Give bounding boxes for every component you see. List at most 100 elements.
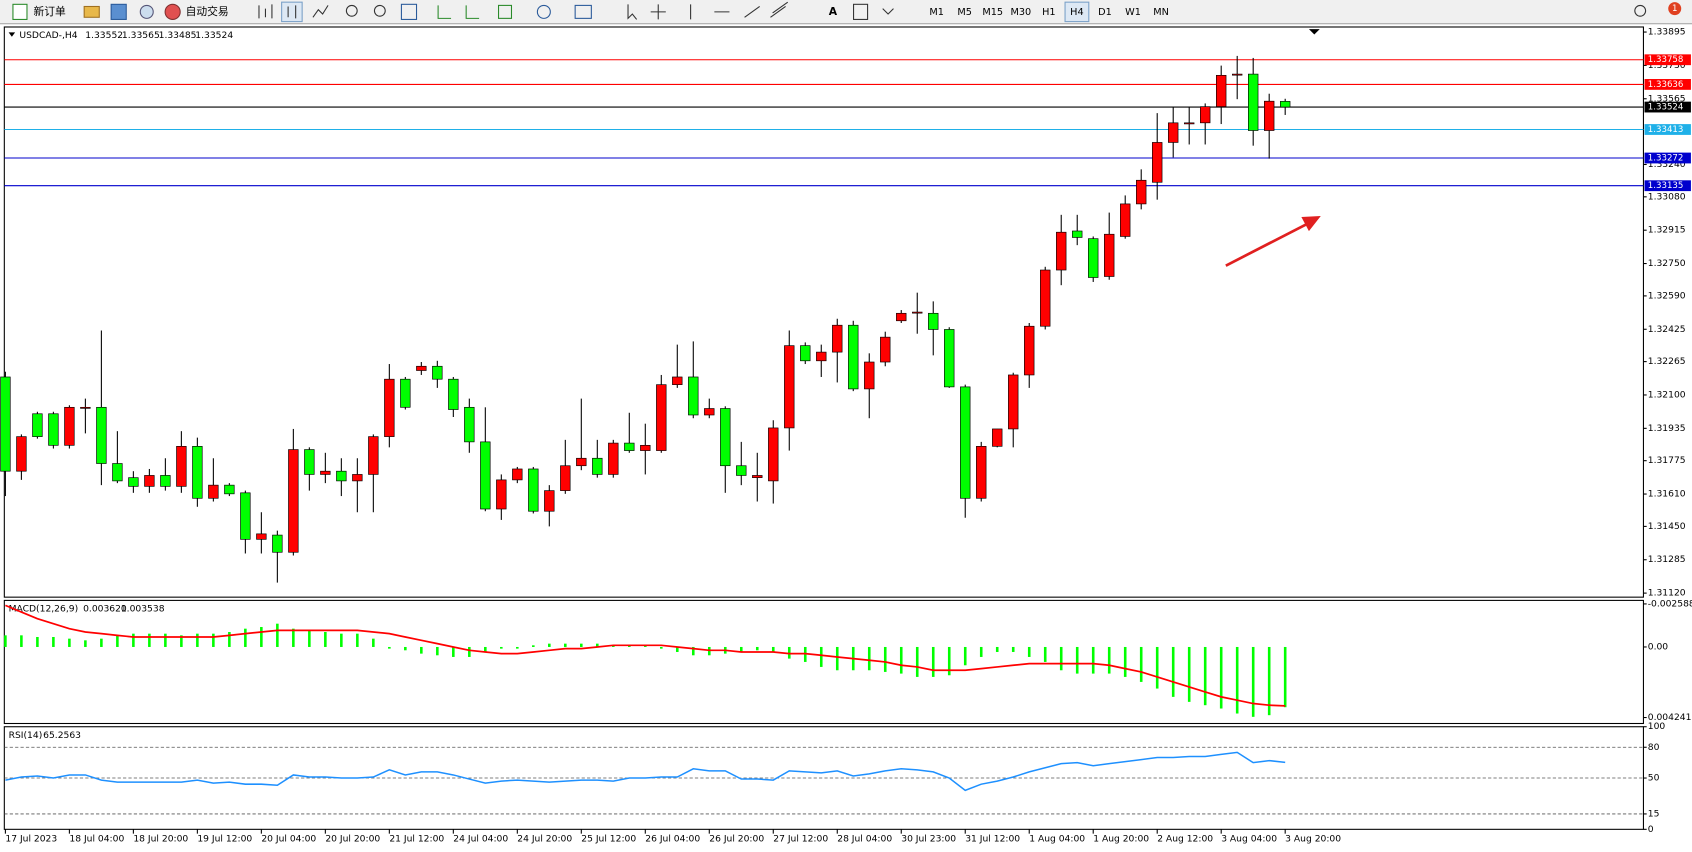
y-tick-label: 1.32590 xyxy=(1648,290,1686,301)
crosshair-icon[interactable] xyxy=(650,4,666,20)
macd-bar xyxy=(484,646,487,652)
candle-body xyxy=(832,324,843,353)
candle-body xyxy=(1184,122,1195,125)
candle-body xyxy=(192,446,203,499)
timeframe-button[interactable]: M1 xyxy=(929,7,944,18)
candle-icon[interactable] xyxy=(287,5,297,19)
candle-body xyxy=(320,470,331,475)
macd-bar xyxy=(548,643,551,647)
candle-body xyxy=(1104,233,1115,277)
indicator-icon[interactable] xyxy=(497,4,513,19)
arrow-shaft xyxy=(1225,222,1309,267)
y-tick-label: 1.33895 xyxy=(1648,27,1686,38)
timeframe-pressed[interactable] xyxy=(1064,1,1090,23)
candle-body xyxy=(352,474,363,482)
candle-body xyxy=(1280,101,1291,108)
macd-bar xyxy=(691,646,695,656)
arrow-tool[interactable] xyxy=(882,8,894,15)
text-tool[interactable]: A xyxy=(829,5,838,18)
label-tool[interactable] xyxy=(853,3,869,20)
x-tick-label: 20 Jul 04:00 xyxy=(261,834,316,845)
macd-bar xyxy=(452,646,455,657)
macd-bar xyxy=(1043,646,1047,662)
line-chart-icon[interactable] xyxy=(312,5,329,18)
toolbar-bg xyxy=(0,0,1692,24)
macd-bar xyxy=(516,646,519,649)
macd-bar xyxy=(1011,646,1015,652)
tool-icon[interactable] xyxy=(110,3,127,20)
period-icon[interactable] xyxy=(536,4,551,19)
zoom-in-icon[interactable] xyxy=(345,4,358,17)
macd-tick-label: 0.004241 xyxy=(1648,712,1692,723)
y-tick-label: 1.31285 xyxy=(1648,554,1686,565)
candle-body xyxy=(800,345,811,362)
macd-bar xyxy=(1187,646,1191,702)
x-tick-label: 1 Aug 20:00 xyxy=(1093,834,1149,845)
y-tick-label: 1.31935 xyxy=(1648,423,1686,434)
candle-body xyxy=(992,428,1003,447)
zoom-out-icon[interactable] xyxy=(373,4,386,17)
timeframe-button[interactable]: D1 xyxy=(1098,7,1112,18)
macd-bar xyxy=(100,638,103,647)
macd-bar xyxy=(468,646,471,657)
search-icon[interactable] xyxy=(1634,4,1647,17)
macd-bar xyxy=(180,635,183,647)
candle-body xyxy=(240,492,251,540)
notification-count[interactable]: 1 xyxy=(1672,4,1677,14)
rsi-value: 65.2563 xyxy=(43,730,81,741)
macd-bar xyxy=(292,628,295,647)
macd-bar xyxy=(1203,646,1207,706)
macd-bar xyxy=(4,635,7,647)
scroll-icon[interactable] xyxy=(437,5,480,19)
new-order-button[interactable]: 新订单 xyxy=(33,5,66,18)
candle-body xyxy=(752,475,763,478)
candle-body xyxy=(576,457,587,467)
new-order-icon[interactable] xyxy=(12,3,28,20)
timeframe-button[interactable]: H4 xyxy=(1070,7,1083,18)
auto-trading-button[interactable]: 自动交易 xyxy=(186,5,229,18)
candle-body xyxy=(1152,142,1163,183)
candle-body xyxy=(112,463,123,482)
macd-bar xyxy=(915,646,919,677)
x-tick-label: 30 Jul 23:00 xyxy=(901,834,956,845)
candle-icon-pressed[interactable] xyxy=(281,1,303,23)
macd-bar xyxy=(1155,646,1159,689)
timeframe-button[interactable]: W1 xyxy=(1125,7,1141,18)
timeframe-button[interactable]: MN xyxy=(1153,7,1169,18)
x-tick-label: 26 Jul 20:00 xyxy=(709,834,764,845)
timeframe-button[interactable]: M5 xyxy=(957,7,972,18)
cursor-icon[interactable] xyxy=(627,4,638,20)
macd-bar xyxy=(420,646,423,654)
line-tools[interactable] xyxy=(690,1,789,20)
tile-icon[interactable] xyxy=(400,3,418,20)
timeframe-button[interactable]: M15 xyxy=(982,7,1003,18)
header-close: 1.33524 xyxy=(195,30,233,41)
candle-body xyxy=(64,406,75,446)
tool-icon[interactable] xyxy=(139,4,154,19)
bar-chart-icon[interactable] xyxy=(258,4,273,19)
macd-bar xyxy=(1027,646,1031,657)
y-tick-label: 1.32100 xyxy=(1648,389,1686,400)
auto-trading-icon[interactable] xyxy=(164,3,181,20)
annotation-arrow xyxy=(1225,215,1321,267)
candle-body xyxy=(1008,374,1019,430)
collapse-icon[interactable] xyxy=(8,32,16,37)
candle-body xyxy=(128,477,139,487)
macd-bar xyxy=(260,627,263,647)
price-panel xyxy=(3,26,1644,598)
template-icon[interactable] xyxy=(574,4,592,19)
x-tick-label: 26 Jul 04:00 xyxy=(645,834,700,845)
candle-body xyxy=(944,329,955,388)
y-tick-label: 1.33730 xyxy=(1648,60,1686,71)
notification-badge[interactable] xyxy=(1668,2,1682,16)
candle-body xyxy=(496,479,507,510)
candle-body xyxy=(848,324,859,390)
macd-bar xyxy=(675,646,679,652)
timeframe-button[interactable]: M30 xyxy=(1010,7,1031,18)
timeframe-button[interactable]: H1 xyxy=(1042,7,1055,18)
y-tick-label: 1.31120 xyxy=(1648,588,1686,599)
candle-body xyxy=(1248,73,1259,131)
tool-icon[interactable] xyxy=(83,5,100,18)
rsi-line xyxy=(5,751,1286,792)
